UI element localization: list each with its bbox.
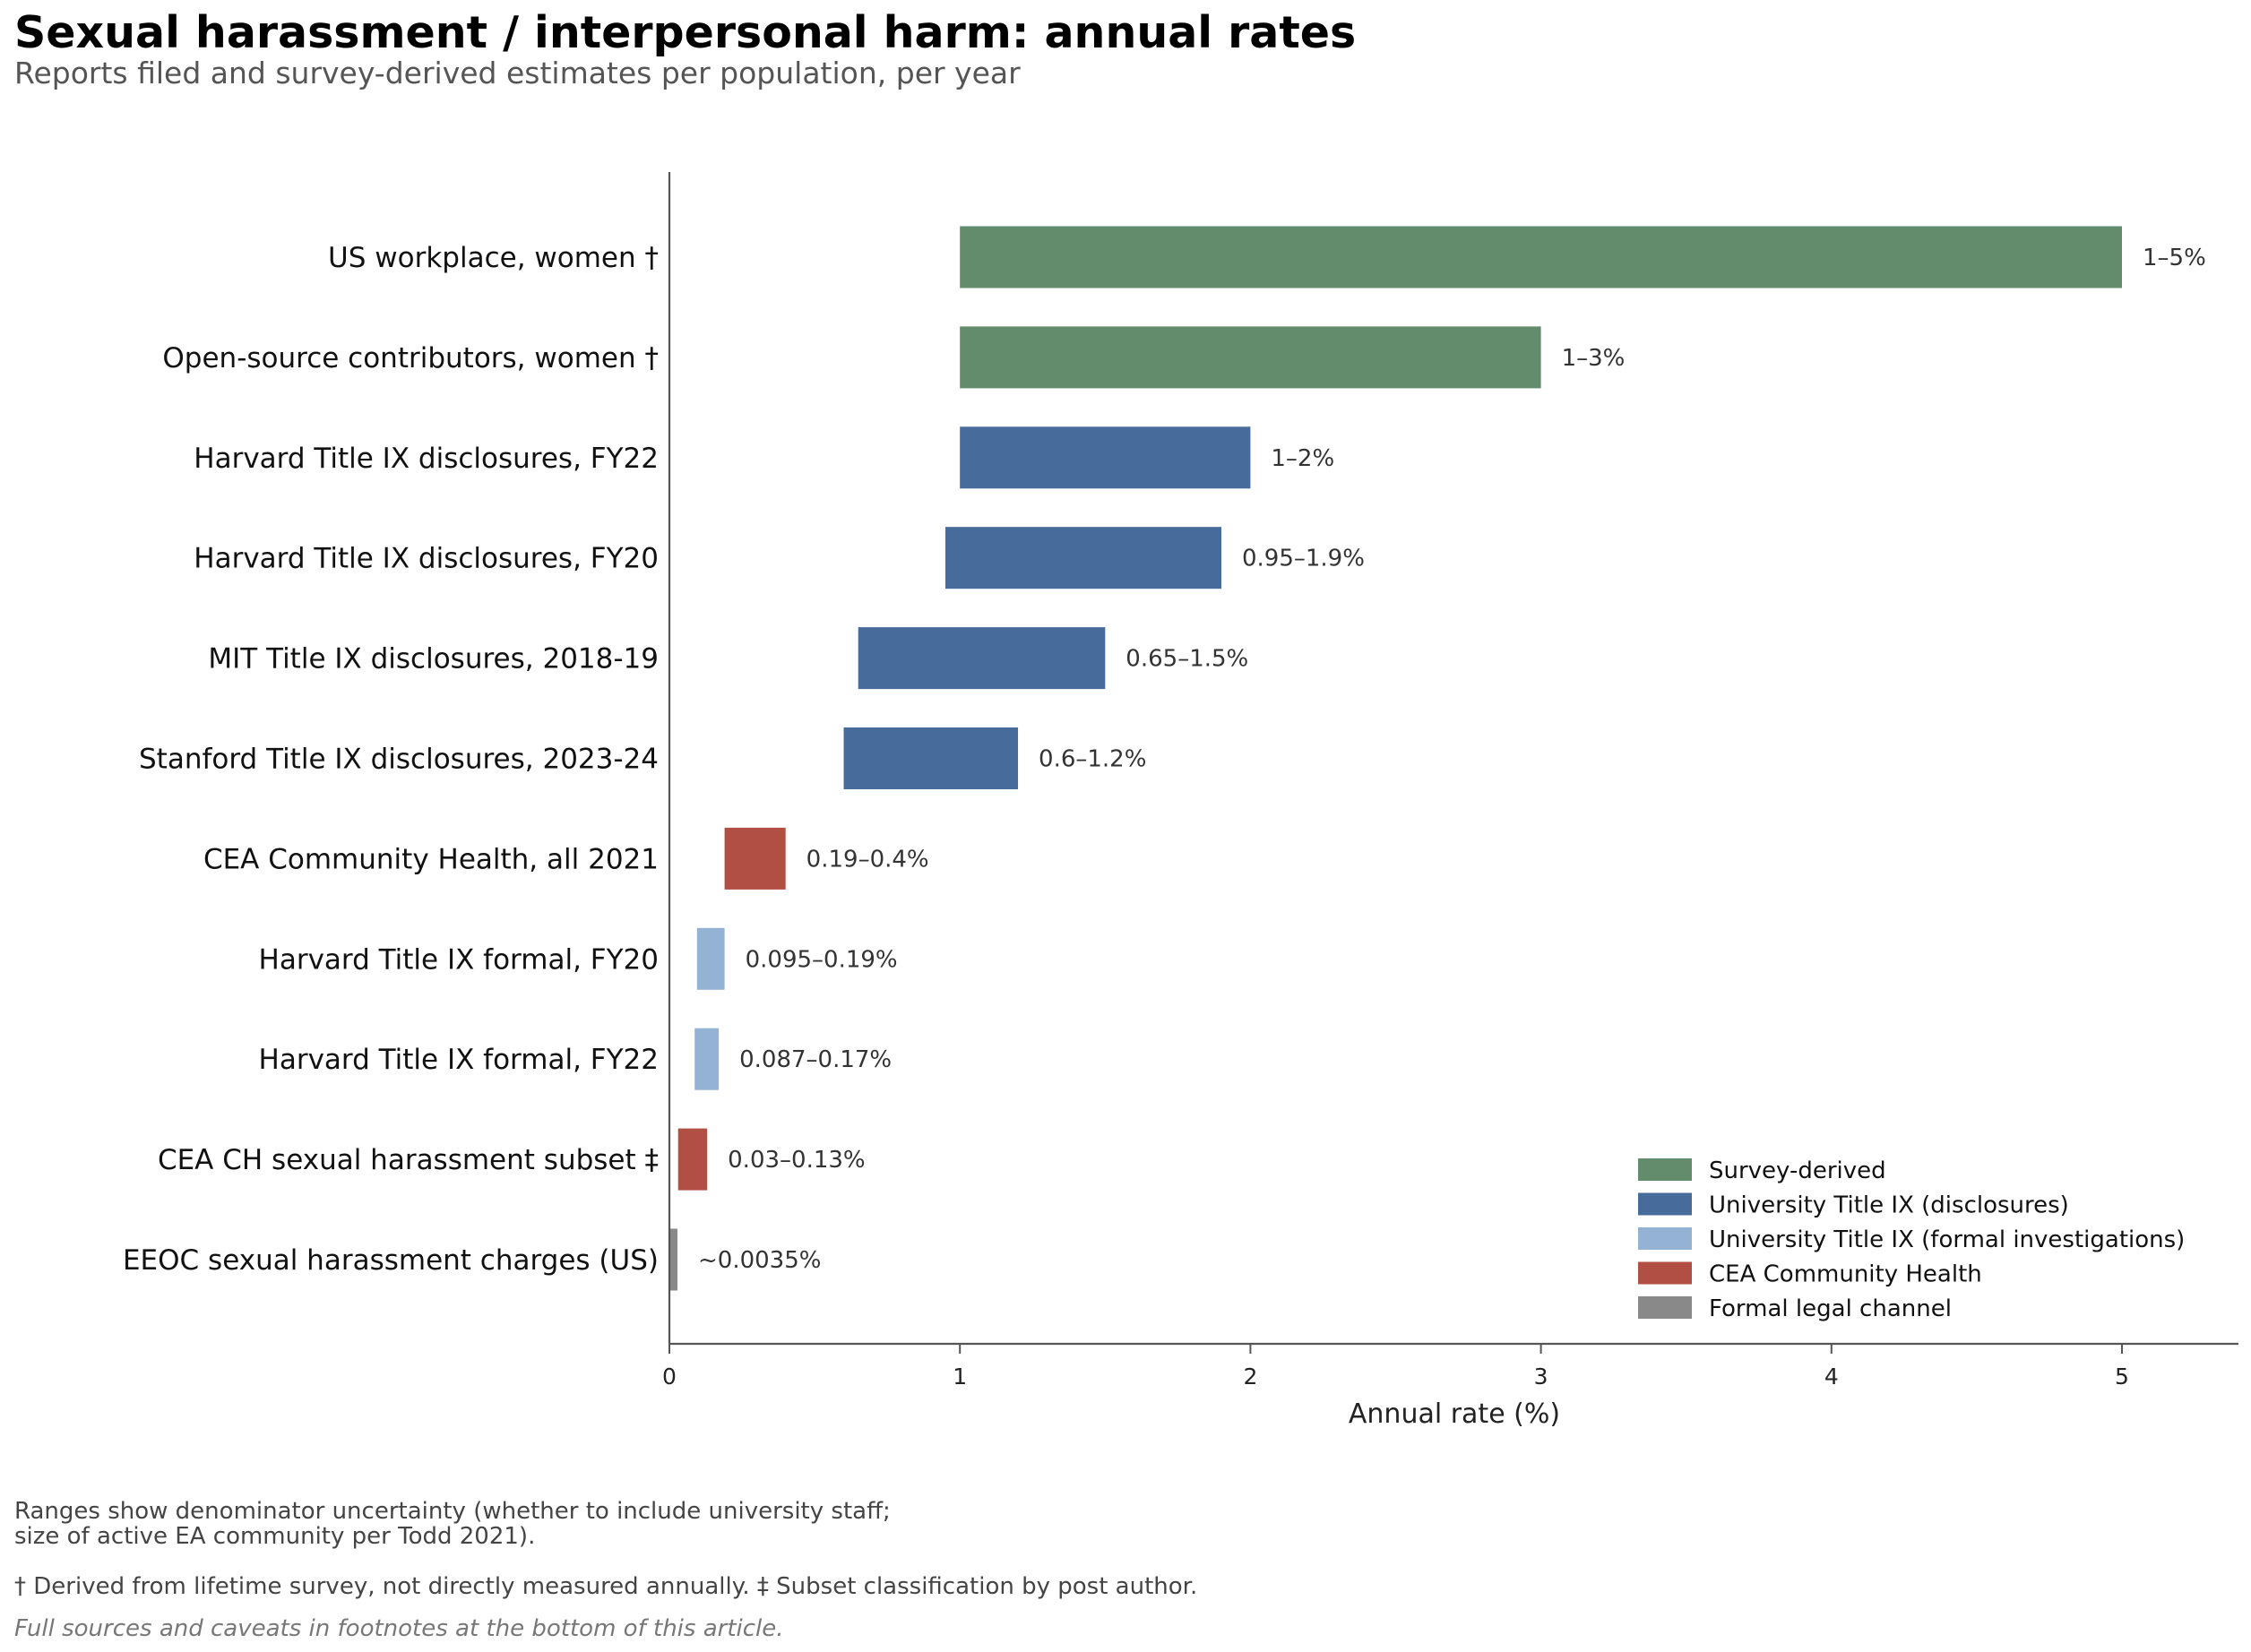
- category-label: CEA Community Health, all 2021: [203, 843, 659, 875]
- bar-3: [944, 527, 1221, 589]
- bar-7: [696, 927, 725, 990]
- x-axis-label: Annual rate (%): [1349, 1398, 1560, 1430]
- legend-label: CEA Community Health: [1709, 1261, 1982, 1288]
- x-tick-label: 5: [2115, 1364, 2129, 1390]
- chart-title: Sexual harassment / interpersonal harm: …: [14, 7, 1357, 58]
- bars-layer: US workplace, women † 1–5% Open-source con…: [123, 226, 2206, 1291]
- data-label: 0.095–0.19%: [746, 946, 898, 973]
- x-tick-label: 3: [1534, 1364, 1548, 1390]
- note-sources: Full sources and caveats in footnotes at…: [14, 1615, 784, 1642]
- data-label: 0.03–0.13%: [728, 1147, 866, 1174]
- note-daggers: † Derived from lifetime survey, not dire…: [14, 1573, 1198, 1600]
- legend-label: Survey-derived: [1709, 1157, 1886, 1184]
- data-label: 1–5%: [2143, 245, 2206, 271]
- category-label: US workplace, women †: [328, 242, 659, 274]
- legend-label: University Title IX (disclosures): [1709, 1192, 2069, 1219]
- data-label: 0.95–1.9%: [1242, 546, 1365, 572]
- x-tick-label: 0: [662, 1364, 677, 1390]
- legend-swatch: [1638, 1158, 1692, 1181]
- note-ranges-line1: Ranges show denominator uncertainty (whe…: [14, 1498, 891, 1525]
- bar-8: [694, 1028, 720, 1090]
- legend-label: University Title IX (formal investigatio…: [1709, 1226, 2185, 1253]
- bar-2: [960, 426, 1251, 489]
- category-label: Harvard Title IX formal, FY22: [259, 1044, 659, 1076]
- data-label: ~0.0035%: [698, 1247, 821, 1274]
- legend-swatch: [1638, 1227, 1692, 1250]
- category-label: EEOC sexual harassment charges (US): [123, 1244, 659, 1277]
- category-label: Harvard Title IX disclosures, FY22: [194, 443, 659, 475]
- x-tick-label: 1: [953, 1364, 967, 1390]
- category-label: Harvard Title IX disclosures, FY20: [194, 543, 659, 575]
- legend-swatch: [1638, 1192, 1692, 1216]
- x-tick-label: 4: [1824, 1364, 1839, 1390]
- category-label: CEA CH sexual harassment subset ‡: [158, 1144, 659, 1176]
- bar-0: [960, 226, 2122, 288]
- legend: Survey-derived University Title IX (discl…: [1638, 1157, 2185, 1322]
- bar-5: [843, 727, 1019, 789]
- data-label: 0.087–0.17%: [739, 1046, 892, 1073]
- data-label: 0.65–1.5%: [1126, 646, 1248, 673]
- legend-swatch: [1638, 1261, 1692, 1285]
- category-label: Stanford Title IX disclosures, 2023-24: [139, 744, 659, 776]
- axes-layer: [668, 172, 2238, 1346]
- category-label: MIT Title IX disclosures, 2018-19: [208, 643, 659, 675]
- bar-4: [858, 627, 1106, 690]
- bar-9: [677, 1128, 708, 1191]
- x-tick-label: 2: [1243, 1364, 1257, 1390]
- category-label: Harvard Title IX formal, FY20: [259, 943, 659, 976]
- legend-label: Formal legal channel: [1709, 1295, 1952, 1322]
- bar-1: [960, 326, 1541, 389]
- ticks-layer: 0 1 2 3 4 5: [662, 1344, 2129, 1390]
- legend-swatch: [1638, 1296, 1692, 1319]
- chart-subtitle: Reports filed and survey-derived estimat…: [14, 56, 1021, 90]
- bar-6: [724, 827, 786, 890]
- data-label: 0.19–0.4%: [806, 846, 929, 873]
- bar-10: [669, 1228, 677, 1291]
- data-label: 0.6–1.2%: [1039, 746, 1146, 773]
- data-label: 1–3%: [1562, 345, 1626, 372]
- category-label: Open-source contributors, women †: [162, 342, 659, 374]
- data-label: 1–2%: [1271, 445, 1334, 472]
- note-ranges-line2: size of active EA community per Todd 202…: [14, 1523, 536, 1550]
